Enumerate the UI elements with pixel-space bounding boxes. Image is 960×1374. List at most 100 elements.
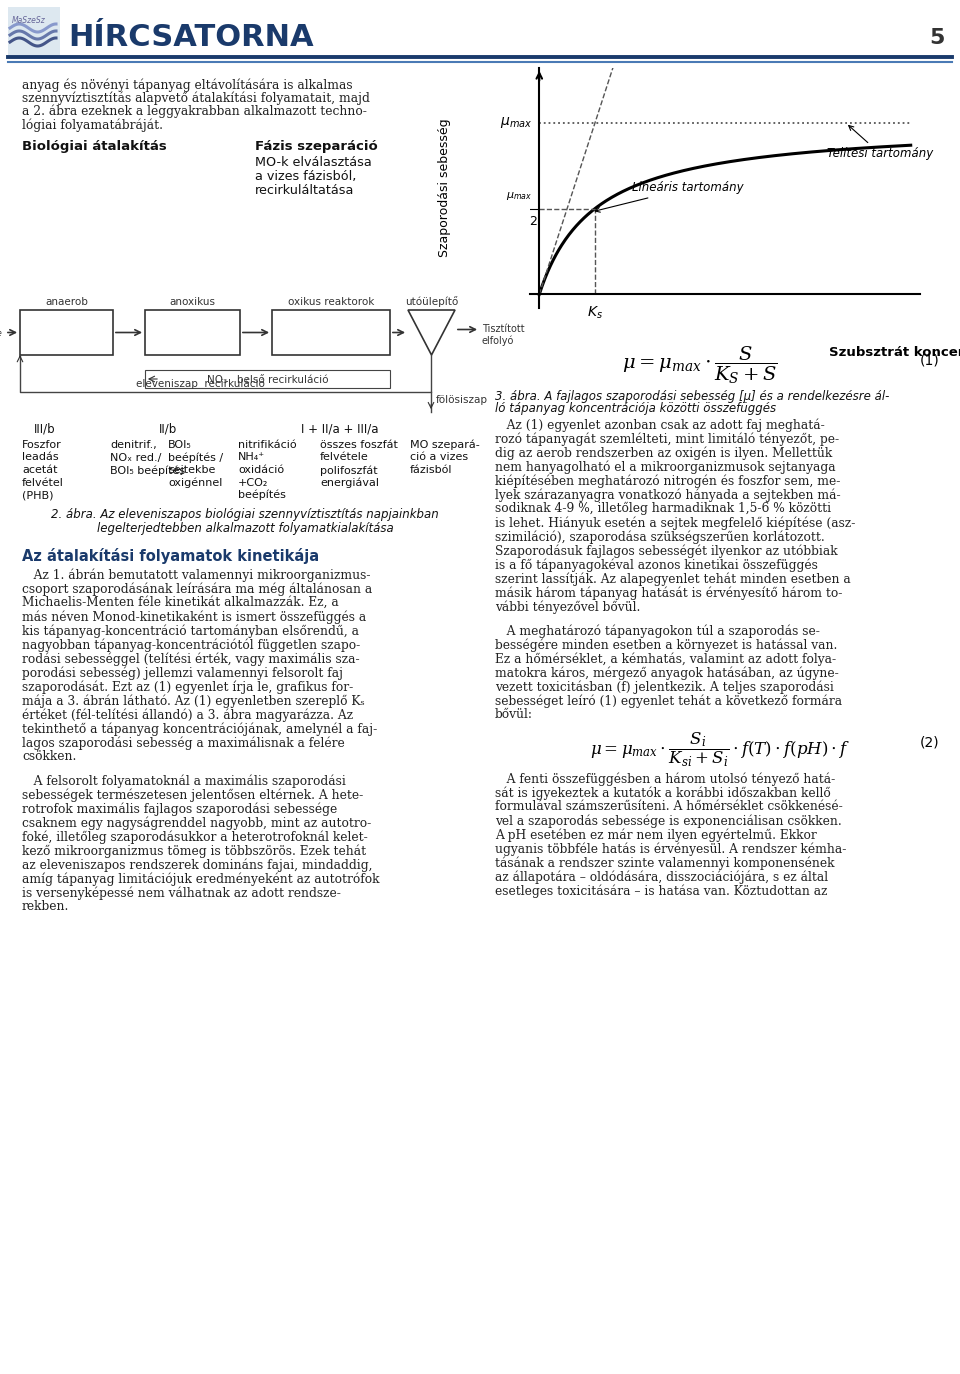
Text: rodási sebességgel (telítési érték, vagy maximális sza-: rodási sebességgel (telítési érték, vagy… [22, 653, 360, 665]
Text: lagos szaporodási sebesség a maximálisnak a felére: lagos szaporodási sebesség a maximálisna… [22, 736, 345, 749]
Text: Telítési tartomány: Telítési tartomány [828, 125, 933, 161]
Text: rotrofok maximális fajlagos szaporodási sebessége: rotrofok maximális fajlagos szaporodási … [22, 802, 337, 816]
Text: nem hanyagolható el a mikroorganizmusok sejtanyaga: nem hanyagolható el a mikroorganizmusok … [495, 460, 835, 474]
Text: denitrif.,: denitrif., [110, 440, 156, 451]
Text: Michaelis-Menten féle kinetikát alkalmazzák. Ez, a: Michaelis-Menten féle kinetikát alkalmaz… [22, 596, 339, 609]
Text: nagyobban tápanyag-koncentrációtól független szapo-: nagyobban tápanyag-koncentrációtól függe… [22, 638, 360, 651]
Text: NOₓ red./: NOₓ red./ [110, 452, 161, 463]
Text: sejtekbe: sejtekbe [168, 464, 215, 475]
Text: NH₄⁺: NH₄⁺ [238, 452, 265, 463]
Text: energiával: energiával [320, 478, 379, 488]
Text: kező mikroorganizmus tömeg is többszörös. Ezek tehát: kező mikroorganizmus tömeg is többszörös… [22, 844, 366, 857]
Text: csökken.: csökken. [22, 750, 77, 763]
Text: vábbi tényezővel bővül.: vábbi tényezővel bővül. [495, 600, 640, 614]
Text: is versenyképessé nem válhatnak az adott rendsze-: is versenyképessé nem válhatnak az adott… [22, 886, 341, 900]
Text: az eleveniszapos rendszerek domináns fajai, mindaddig,: az eleveniszapos rendszerek domináns faj… [22, 857, 372, 871]
Text: amíg tápanyag limitációjuk eredményeként az autotrófok: amíg tápanyag limitációjuk eredményeként… [22, 872, 379, 885]
Bar [145, 370, 390, 387]
Text: felvétele: felvétele [320, 452, 369, 463]
Text: vezett toxicitásban (f) jelentkezik. A teljes szaporodási: vezett toxicitásban (f) jelentkezik. A t… [495, 680, 834, 694]
Text: ugyanis többféle hatás is érvényesül. A rendszer kémha-: ugyanis többféle hatás is érvényesül. A … [495, 842, 847, 856]
Text: felvétel: felvétel [22, 478, 64, 488]
Text: 5: 5 [929, 27, 945, 48]
Text: az állapotára – oldódására, disszociációjára, s ez által: az állapotára – oldódására, disszociáció… [495, 870, 828, 883]
Text: BOI₅: BOI₅ [168, 440, 192, 451]
Text: kiépítésében meghatározó nitrogén és foszfor sem, me-: kiépítésében meghatározó nitrogén és fos… [495, 474, 840, 488]
Text: acetát: acetát [22, 464, 58, 475]
Bar [272, 311, 390, 354]
Text: Szaporodásuk fajlagos sebességét ilyenkor az utóbbiak: Szaporodásuk fajlagos sebességét ilyenko… [495, 544, 838, 558]
Text: tásának a rendszer szinte valamennyi komponensének: tásának a rendszer szinte valamennyi kom… [495, 856, 834, 870]
Text: (PHB): (PHB) [22, 491, 54, 500]
Text: A meghatározó tápanyagokon túl a szaporodás se-: A meghatározó tápanyagokon túl a szaporo… [495, 624, 820, 638]
Text: bességére minden esetben a környezet is hatással van.: bességére minden esetben a környezet is … [495, 638, 837, 651]
Text: másik három tápanyag hatását is érvényesítő három to-: másik három tápanyag hatását is érvényes… [495, 585, 842, 599]
Text: esetleges toxicitására – is hatása van. Köztudottan az: esetleges toxicitására – is hatása van. … [495, 883, 828, 897]
Text: bővül:: bővül: [495, 708, 533, 721]
Text: legelterjedtebben alkalmazott folyamatkialakítása: legelterjedtebben alkalmazott folyamatki… [97, 522, 394, 534]
Text: nitrifikáció: nitrifikáció [238, 440, 297, 451]
Text: mája a 3. ábrán látható. Az (1) egyenletben szereplő Kₛ: mája a 3. ábrán látható. Az (1) egyenlet… [22, 694, 365, 708]
Text: BOI₅ beépítés: BOI₅ beépítés [110, 464, 185, 475]
Text: szaporodását. Ezt az (1) egyenlet írja le, grafikus for-: szaporodását. Ezt az (1) egyenlet írja l… [22, 680, 353, 694]
Text: Lineáris tartomány: Lineáris tartomány [595, 181, 744, 212]
Text: Az (1) egyenlet azonban csak az adott faj meghatá-: Az (1) egyenlet azonban csak az adott fa… [495, 418, 825, 431]
Text: A fenti összefüggésben a három utolsó tényező hatá-: A fenti összefüggésben a három utolsó té… [495, 772, 835, 786]
Text: oxidáció: oxidáció [238, 464, 284, 475]
Text: szennyvíztisztítás alapvető átalakítási folyamatait, majd: szennyvíztisztítás alapvető átalakítási … [22, 92, 370, 104]
Text: recirkuláltatása: recirkuláltatása [255, 184, 354, 196]
Text: utóülepítő: utóülepítő [405, 295, 458, 306]
Text: MaSzeSz: MaSzeSz [12, 16, 46, 25]
Text: a 2. ábra ezeknek a leggyakrabban alkalmazott techno-: a 2. ábra ezeknek a leggyakrabban alkalm… [22, 104, 367, 118]
Text: Biológiai átalakítás: Biológiai átalakítás [22, 140, 167, 153]
Text: Tisztított
elfolyó: Tisztított elfolyó [482, 323, 524, 346]
Text: vel a szaporodás sebessége is exponenciálisan csökken.: vel a szaporodás sebessége is exponenciá… [495, 813, 842, 827]
Text: fázisból: fázisból [410, 464, 452, 475]
Text: sebességet leíró (1) egyenlet tehát a következő formára: sebességet leíró (1) egyenlet tehát a kö… [495, 694, 842, 708]
Text: 2: 2 [529, 216, 537, 228]
Text: sodiknak 4-9 %, illetőleg harmadiknak 1,5-6 % közötti: sodiknak 4-9 %, illetőleg harmadiknak 1,… [495, 502, 831, 515]
Text: csaknem egy nagyságrenddel nagyobb, mint az autotro-: csaknem egy nagyságrenddel nagyobb, mint… [22, 816, 372, 830]
Text: a vizes fázisból,: a vizes fázisból, [255, 170, 356, 183]
Text: Foszfor: Foszfor [22, 440, 61, 451]
Text: lyek szárazanyagra vonatkozó hányada a sejtekben má-: lyek szárazanyagra vonatkozó hányada a s… [495, 488, 841, 502]
Text: Az 1. ábrán bemutatott valamennyi mikroorganizmus-: Az 1. ábrán bemutatott valamennyi mikroo… [22, 567, 371, 581]
Text: (1): (1) [920, 353, 940, 367]
Text: rozó tápanyagát szemlélteti, mint limitáló tényezőt, pe-: rozó tápanyagát szemlélteti, mint limitá… [495, 431, 839, 445]
Text: polifoszfát: polifoszfát [320, 464, 377, 475]
Text: (2): (2) [920, 735, 940, 749]
Bar [145, 311, 240, 354]
Text: HÍRCSATORNA: HÍRCSATORNA [68, 23, 314, 52]
Text: anyag és növényi tápanyag eltávolítására is alkalmas: anyag és növényi tápanyag eltávolítására… [22, 78, 352, 92]
Text: csoport szaporodásának leírására ma még általánosan a: csoport szaporodásának leírására ma még … [22, 583, 372, 595]
Text: sebességek természetesen jelentősen eltérnek. A hete-: sebességek természetesen jelentősen elté… [22, 789, 363, 801]
Text: tekinthető a tápanyag koncentrációjának, amelynél a faj-: tekinthető a tápanyag koncentrációjának,… [22, 721, 377, 735]
Text: III/b: III/b [35, 422, 56, 436]
Text: A felsorolt folyamatoknál a maximális szaporodási: A felsorolt folyamatoknál a maximális sz… [22, 774, 346, 787]
Text: eleveniszap  recirkuláció: eleveniszap recirkuláció [135, 378, 264, 389]
Text: anaerob: anaerob [45, 297, 88, 306]
Text: is a fő tápanyagokéval azonos kinetikai összefüggés: is a fő tápanyagokéval azonos kinetikai … [495, 558, 818, 572]
Text: II/b: II/b [158, 422, 178, 436]
Text: MO szepará-: MO szepará- [410, 440, 480, 451]
Text: $K_s$: $K_s$ [587, 305, 603, 322]
Text: Ez a hőmérséklet, a kémhatás, valamint az adott folya-: Ez a hőmérséklet, a kémhatás, valamint a… [495, 653, 836, 665]
Text: oxikus reaktorok: oxikus reaktorok [288, 297, 374, 306]
Polygon shape [408, 311, 455, 354]
Text: beépítés /: beépítés / [168, 452, 223, 463]
Text: más néven Monod-kinetikaként is ismert összefüggés a: más néven Monod-kinetikaként is ismert ö… [22, 610, 367, 624]
Text: leadás: leadás [22, 452, 59, 463]
Text: kis tápanyag-koncentráció tartományban elsőrendű, a: kis tápanyag-koncentráció tartományban e… [22, 624, 359, 638]
Text: szerint lassítják. Az alapegyenlet tehát minden esetben a: szerint lassítják. Az alapegyenlet tehát… [495, 572, 851, 585]
Text: NO₃   belső recirkuláció: NO₃ belső recirkuláció [207, 375, 328, 385]
Text: dig az aerob rendszerben az oxigén is ilyen. Mellettük: dig az aerob rendszerben az oxigén is il… [495, 447, 832, 459]
Text: ció a vizes: ció a vizes [410, 452, 468, 463]
Text: oxigénnel: oxigénnel [168, 478, 223, 488]
Text: ló tápanyag koncentrációja közötti összefüggés: ló tápanyag koncentrációja közötti össze… [495, 403, 776, 415]
Text: Szaporodási sebesség: Szaporodási sebesség [438, 118, 450, 257]
Text: MO-k elválasztása: MO-k elválasztása [255, 157, 372, 169]
Text: foké, illetőleg szaporodásukkor a heterotrofoknál kelet-: foké, illetőleg szaporodásukkor a hetero… [22, 830, 368, 844]
Text: Az átalakítási folyamatok kinetikája: Az átalakítási folyamatok kinetikája [22, 548, 319, 563]
Text: I + II/a + III/a: I + II/a + III/a [301, 422, 379, 436]
Text: $\mu_{max}$: $\mu_{max}$ [499, 115, 532, 131]
